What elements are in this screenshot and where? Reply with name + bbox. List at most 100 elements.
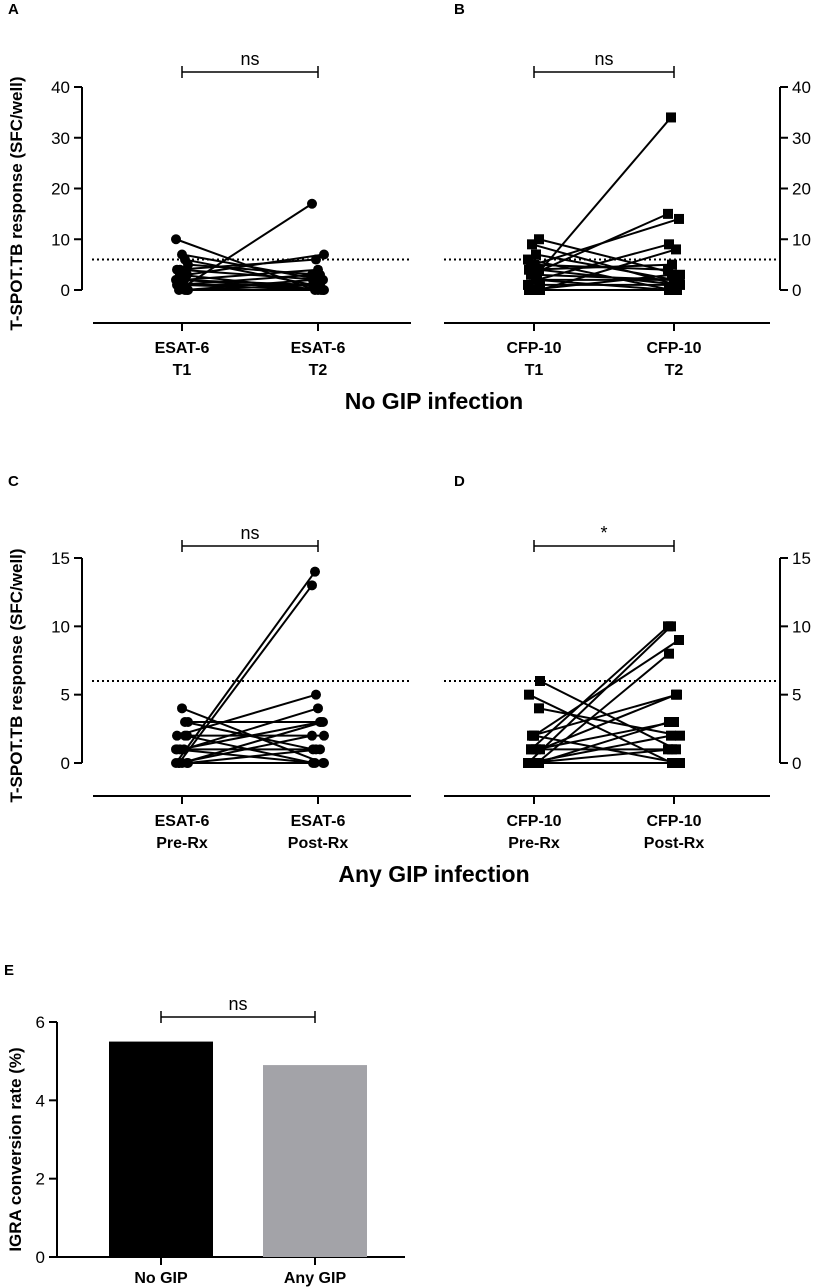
panel-d-y-tick-label: 5 — [792, 686, 801, 705]
panel-a-data-point — [175, 264, 185, 275]
panel-e-significance-label: ns — [228, 994, 247, 1014]
panel-b-data-point — [671, 244, 681, 255]
panel-d-y-tick-label: 15 — [792, 549, 811, 568]
panel-d-data-point — [671, 689, 681, 700]
panel-e-y-tick-label: 0 — [36, 1248, 45, 1267]
panel-d-data-point — [664, 648, 674, 659]
panel-b-data-point — [534, 264, 544, 275]
panel-b-data-point — [524, 264, 534, 275]
panel-d-data-point — [674, 635, 684, 645]
panel-a-data-point — [183, 259, 193, 270]
panel-d-data-point — [664, 717, 674, 727]
panel-b-pair-line — [539, 248, 677, 291]
panel-a-data-point — [313, 285, 323, 295]
panel-a-data-point — [179, 274, 189, 285]
panel-b-category-label: CFP-10 — [506, 340, 561, 357]
panel-e-y-axis-title: IGRA conversion rate (%) — [6, 1047, 25, 1251]
section-title-no-gip: No GIP infection — [345, 388, 523, 414]
panel-b-data-point — [667, 269, 677, 280]
panel-b-data-point — [523, 254, 533, 265]
panel-b-category-sublabel: T2 — [665, 362, 684, 379]
panel-b-data-point — [531, 249, 541, 260]
panel-c-data-point — [313, 703, 323, 714]
panel-a-pair-line — [179, 268, 322, 281]
panel-c-data-point — [177, 703, 187, 714]
panel-d-data-point — [524, 758, 534, 768]
panel-c-data-point — [307, 580, 317, 591]
panel-b-data-point — [663, 208, 673, 219]
panel-c-data-point — [307, 730, 317, 741]
panel-b-pair-line — [538, 268, 681, 286]
panel-a-y-tick-label: 40 — [51, 78, 70, 97]
panel-d-pair-line — [531, 693, 678, 737]
panel-c-y-tick-label: 0 — [61, 754, 70, 773]
panel-d-category-label: CFP-10 — [646, 813, 701, 830]
panel-c-pair-line — [187, 748, 321, 764]
panel-a-pair-line — [178, 202, 313, 291]
panel-d-data-point — [675, 758, 685, 768]
panel-b-letter: B — [454, 1, 465, 18]
panel-b-data-point — [669, 274, 679, 285]
panel-c-category-label: ESAT-6 — [291, 813, 346, 830]
panel-c-data-point — [311, 689, 321, 700]
panel-c-category-label: ESAT-6 — [155, 813, 210, 830]
panel-d-pair-line — [533, 734, 680, 764]
panel-a-y-tick-label: 30 — [51, 129, 70, 148]
panel-c-y-axis-title: T-SPOT.TB response (SFC/well) — [7, 548, 26, 802]
panel-b-data-point — [674, 213, 684, 224]
panel-d-data-point — [666, 730, 676, 741]
panel-e-bar — [109, 1041, 213, 1257]
panel-e-y-tick-label: 4 — [36, 1091, 45, 1110]
panel-c-pair-line — [176, 693, 317, 737]
panel-d-pair-line — [539, 693, 677, 751]
panel-c-y-tick-label: 10 — [51, 617, 70, 636]
panel-a-y-tick-label: 20 — [51, 180, 70, 199]
panel-b-y-tick-label: 40 — [792, 78, 811, 97]
panel-b-significance-label: ns — [594, 49, 613, 69]
section-title-any-gip: Any GIP infection — [338, 861, 529, 887]
panel-a-category-sublabel: T2 — [309, 362, 328, 379]
panel-d-y-tick-label: 0 — [792, 754, 801, 773]
panel-c-data-point — [319, 758, 329, 768]
panel-a-pair-line — [183, 278, 319, 291]
panel-d-data-point — [534, 703, 544, 714]
panel-a-y-tick-label: 10 — [51, 230, 70, 249]
panel-c-data-point — [180, 730, 190, 741]
panel-c-category-sublabel: Pre-Rx — [156, 835, 208, 852]
panel-c-letter: C — [8, 473, 19, 490]
panel-a-pair-line — [178, 273, 313, 286]
panel-d-pair-line — [533, 639, 680, 737]
panel-e-y-tick-label: 2 — [36, 1170, 45, 1189]
panel-c-pair-line — [181, 721, 324, 764]
panel-d-data-point — [529, 730, 539, 741]
panel-d-significance-label: * — [600, 523, 607, 543]
panel-b-data-point — [526, 259, 536, 270]
panel-b-data-point — [531, 274, 541, 285]
panel-c-data-point — [319, 730, 329, 741]
panel-b-pair-line — [530, 263, 669, 271]
panel-c-y-tick-label: 5 — [61, 686, 70, 705]
panel-d-data-point — [663, 621, 673, 632]
panel-b-pair-line — [528, 273, 673, 291]
panel-b-category-label: CFP-10 — [646, 340, 701, 357]
panel-b-y-tick-label: 10 — [792, 230, 811, 249]
panel-c-data-point — [182, 758, 192, 768]
panel-d-category-sublabel: Post-Rx — [644, 835, 705, 852]
panel-a-data-point — [311, 254, 321, 265]
panel-b-data-point — [667, 259, 677, 270]
panel-b-data-point — [666, 112, 676, 123]
panel-b-y-tick-label: 0 — [792, 281, 801, 300]
panel-d-pair-line — [536, 721, 670, 764]
panel-b-data-point — [672, 285, 682, 295]
panel-c-data-point — [311, 744, 321, 755]
panel-b-data-point — [664, 239, 674, 250]
panel-e-y-tick-label: 6 — [36, 1013, 45, 1032]
panel-d-data-point — [534, 758, 544, 768]
panel-b-y-tick-label: 20 — [792, 180, 811, 199]
panel-a-significance-label: ns — [240, 49, 259, 69]
panel-a-data-point — [172, 279, 182, 290]
panel-e-letter: E — [4, 962, 14, 979]
panel-d-category-sublabel: Pre-Rx — [508, 835, 560, 852]
panel-a-pair-line — [176, 258, 317, 271]
